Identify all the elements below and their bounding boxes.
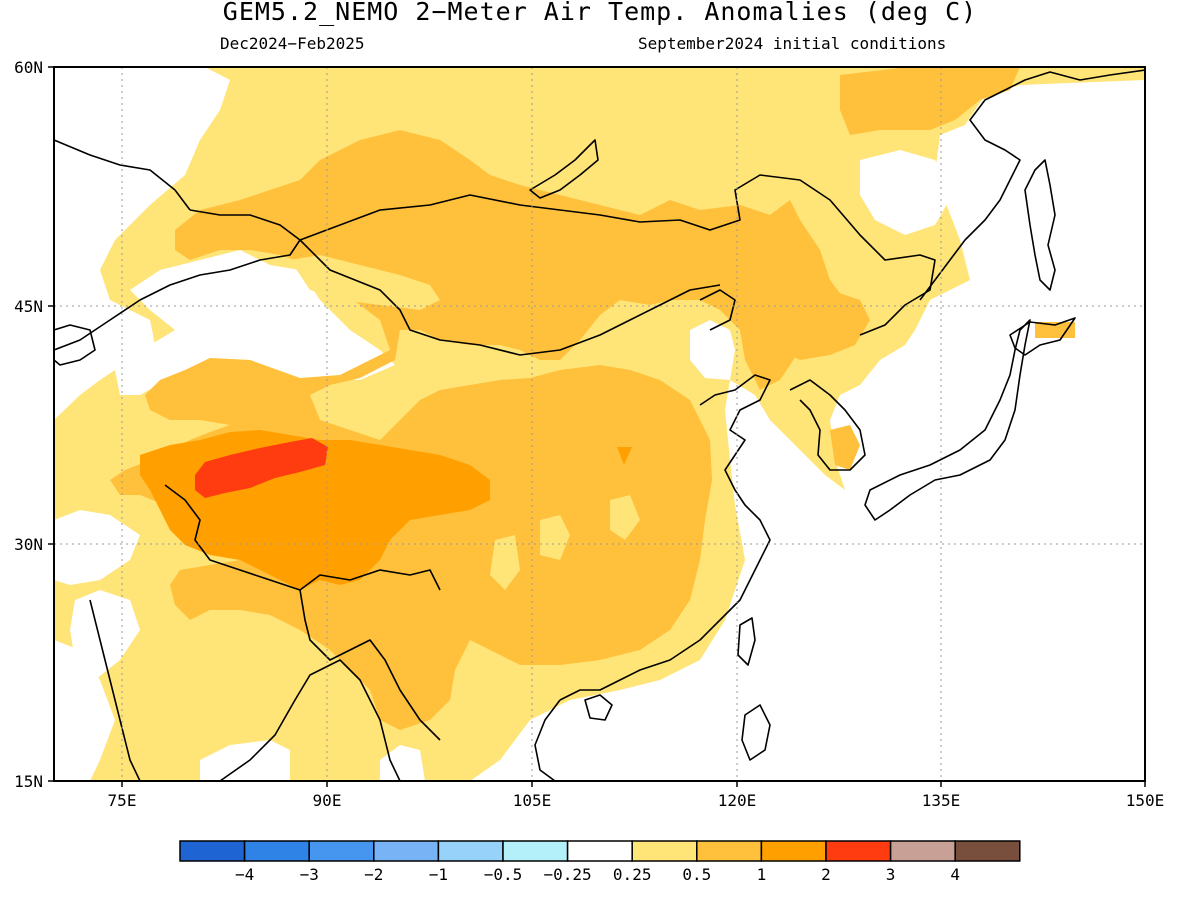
border-central-asia bbox=[54, 209, 301, 351]
anomaly-region-red bbox=[195, 438, 328, 498]
axis-ticks bbox=[48, 66, 1146, 787]
border-mongolia-south bbox=[299, 239, 721, 356]
lon-label-135e: 135E bbox=[922, 791, 961, 810]
colorbar-label-0: −4 bbox=[235, 865, 254, 884]
colorbar-label-2: −2 bbox=[364, 865, 383, 884]
colorbar-swatch-6 bbox=[566, 840, 633, 862]
lon-label-120e: 120E bbox=[718, 791, 757, 810]
colorbar-label-1: −3 bbox=[300, 865, 319, 884]
coastline-vietnam bbox=[534, 699, 561, 781]
colorbar: −4 −3 −2 −1 −0.5 −0.25 0.25 0.5 1 2 3 4 bbox=[179, 840, 1021, 884]
map-frame bbox=[53, 66, 1146, 782]
colorbar-label-3: −1 bbox=[429, 865, 448, 884]
colorbar-label-10: 3 bbox=[886, 865, 896, 884]
lon-label-90e: 90E bbox=[313, 791, 342, 810]
border-himalaya bbox=[164, 484, 441, 591]
coastline-sakhalin bbox=[1024, 159, 1056, 291]
lat-label-15n: 15N bbox=[14, 772, 43, 791]
colorbar-label-8: 1 bbox=[757, 865, 767, 884]
colorbar-swatch-12 bbox=[954, 840, 1021, 862]
colorbar-label-5: −0.25 bbox=[544, 865, 592, 884]
colorbar-swatch-2 bbox=[308, 840, 375, 862]
colorbar-swatch-4 bbox=[437, 840, 504, 862]
colorbar-swatch-7 bbox=[631, 840, 698, 862]
coastline-india-west bbox=[89, 599, 141, 781]
colorbar-label-9: 2 bbox=[821, 865, 831, 884]
lon-label-150e: 150E bbox=[1126, 791, 1165, 810]
lat-label-30n: 30N bbox=[14, 535, 43, 554]
coastline-hokkaido bbox=[1009, 317, 1076, 356]
colorbar-swatch-8 bbox=[696, 840, 763, 862]
colorbar-swatch-0 bbox=[179, 840, 246, 862]
lat-label-45n: 45N bbox=[14, 297, 43, 316]
coastline-japan bbox=[864, 319, 1031, 521]
lon-label-75e: 75E bbox=[108, 791, 137, 810]
initial-conditions: September2024 initial conditions bbox=[638, 34, 947, 53]
border-southeast-asia bbox=[299, 589, 441, 741]
coastline-philippines bbox=[741, 704, 771, 761]
map-title: GEM5.2_NEMO 2−Meter Air Temp. Anomalies … bbox=[222, 0, 978, 26]
coastline-russia-east bbox=[919, 69, 1145, 301]
colorbar-label-4: −0.5 bbox=[484, 865, 523, 884]
colorbar-label-6: 0.25 bbox=[613, 865, 652, 884]
colorbar-label-7: 0.5 bbox=[682, 865, 711, 884]
colorbar-swatch-3 bbox=[373, 840, 440, 862]
lon-label-105e: 105E bbox=[513, 791, 552, 810]
coastlines bbox=[54, 69, 1145, 781]
forecast-period: Dec2024−Feb2025 bbox=[220, 34, 365, 53]
coastline-taiwan bbox=[737, 617, 756, 666]
colorbar-swatch-10 bbox=[825, 840, 892, 862]
coastline-caspian bbox=[54, 324, 96, 366]
coastline-india-east bbox=[219, 659, 401, 781]
border-russia-kazakh bbox=[54, 139, 191, 211]
coastline-baikal bbox=[529, 139, 599, 199]
colorbar-swatch-11 bbox=[889, 840, 956, 862]
colorbar-swatch-5 bbox=[502, 840, 569, 862]
coastline-hainan bbox=[584, 694, 613, 721]
colorbar-swatch-1 bbox=[243, 840, 310, 862]
colorbar-swatch-9 bbox=[760, 840, 827, 862]
coastline-korea bbox=[789, 379, 866, 471]
lat-label-60n: 60N bbox=[14, 58, 43, 77]
colorbar-label-11: 4 bbox=[950, 865, 960, 884]
grid-lines bbox=[54, 67, 1145, 781]
coastline-china bbox=[559, 374, 771, 701]
coastline-bohai bbox=[699, 289, 736, 331]
anomaly-shading bbox=[54, 67, 1145, 781]
